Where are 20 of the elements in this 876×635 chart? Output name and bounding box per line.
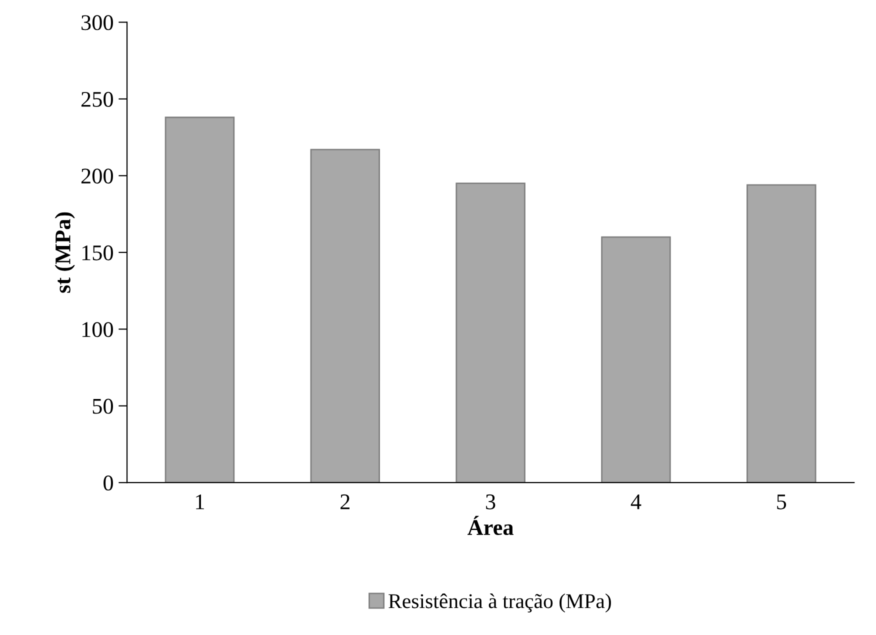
y-tick-label: 150 — [82, 245, 113, 260]
x-tick-label: 2 — [340, 494, 350, 510]
y-tick-label: 250 — [81, 92, 113, 107]
bar — [310, 148, 380, 483]
y-tick-label: 0 — [104, 476, 113, 491]
bar — [601, 236, 671, 483]
bar — [164, 116, 235, 483]
bar — [456, 182, 526, 483]
y-tick-label: 50 — [92, 398, 113, 414]
y-axis-title: st (MPa) — [54, 212, 75, 293]
x-tick-label: 4 — [630, 494, 642, 510]
x-tick-label: 3 — [486, 494, 496, 510]
bar — [746, 184, 816, 483]
y-tick-label: 100 — [82, 322, 113, 338]
y-tick-label: 300 — [82, 15, 113, 30]
x-tick-label: 1 — [196, 494, 204, 510]
x-tick-label: 5 — [777, 494, 786, 510]
y-tick-label: 200 — [81, 168, 113, 184]
x-axis-title: Área — [468, 516, 514, 536]
legend-label: Resistência à tração (MPa) — [388, 594, 611, 612]
